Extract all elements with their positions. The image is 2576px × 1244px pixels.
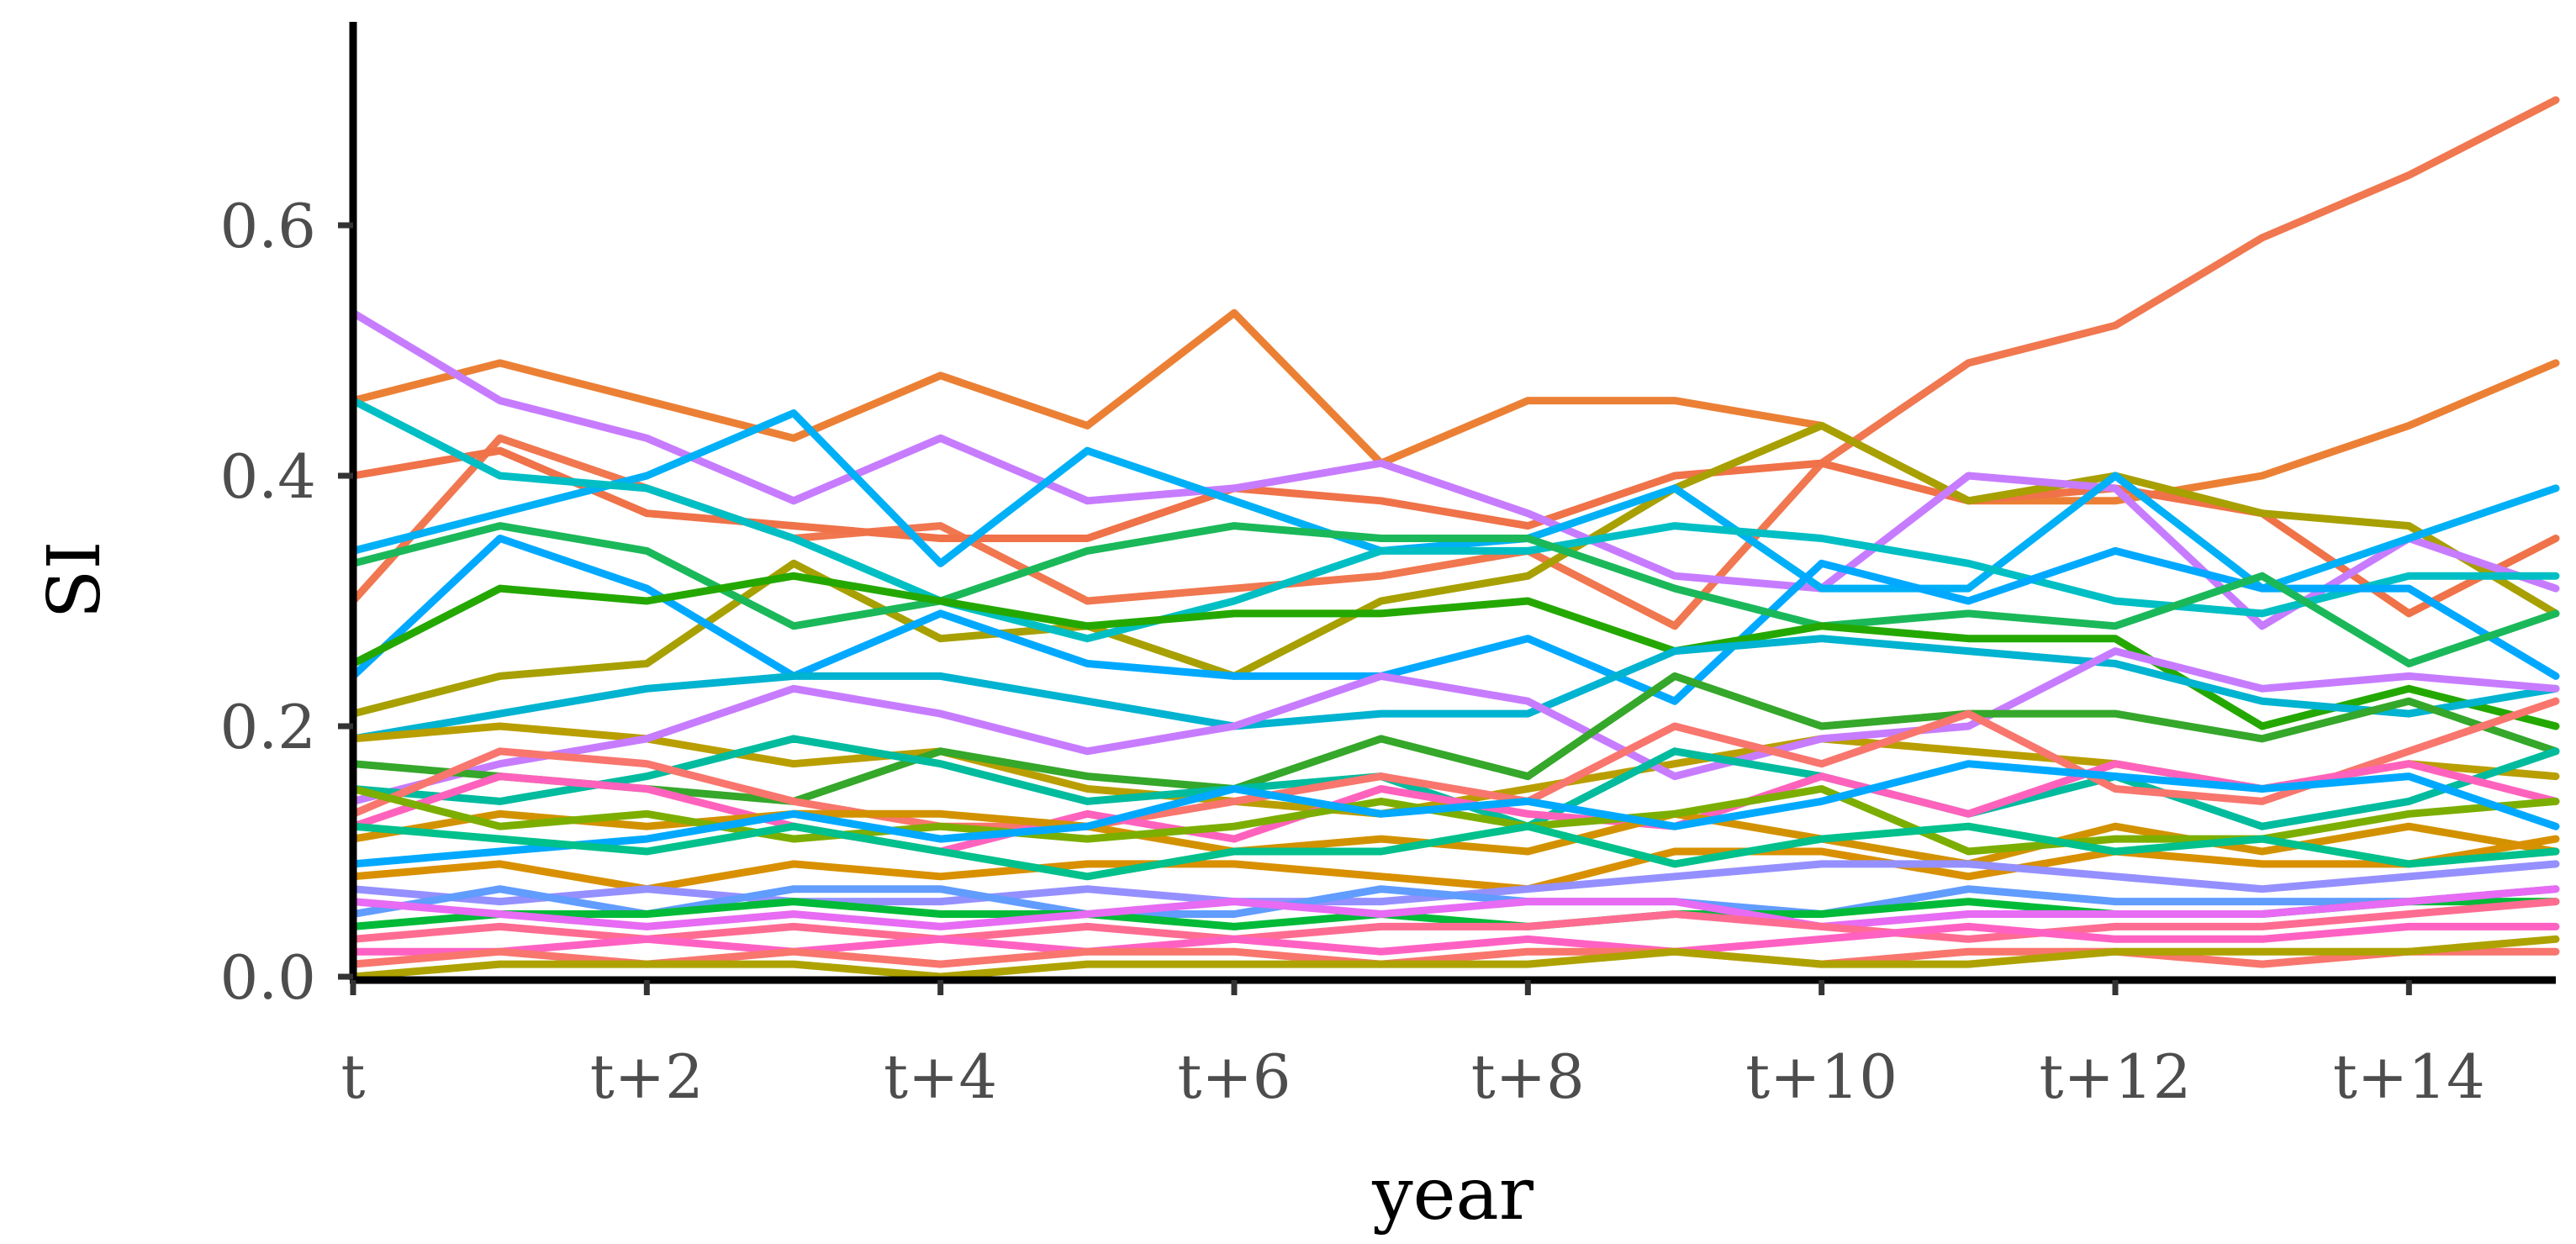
series-line-4 bbox=[349, 421, 2560, 718]
series-line-13 bbox=[349, 647, 2560, 805]
series-line-16 bbox=[349, 697, 2560, 830]
y-tick-label: 0.0 bbox=[219, 942, 316, 1013]
series-line-28 bbox=[349, 922, 2560, 956]
y-tick-label: 0.2 bbox=[219, 692, 316, 762]
series-line-7 bbox=[349, 397, 2560, 643]
series-line-3 bbox=[349, 446, 2560, 618]
series-line-10 bbox=[349, 572, 2560, 730]
series-line-20 bbox=[349, 760, 2560, 868]
x-tick-label: t+4 bbox=[884, 1041, 997, 1112]
series-line-8 bbox=[349, 535, 2560, 705]
series-line-29 bbox=[349, 947, 2560, 968]
series-line-26 bbox=[349, 885, 2560, 930]
series-line-11 bbox=[349, 635, 2560, 743]
series-line-30 bbox=[349, 935, 2560, 981]
y-axis-title: SI bbox=[33, 541, 117, 619]
series-line-6 bbox=[349, 409, 2560, 593]
series-line-27 bbox=[349, 898, 2560, 943]
y-ticks: 0.0 0.2 0.4 0.6 bbox=[219, 191, 353, 1013]
series-line-14 bbox=[349, 672, 2560, 805]
series-line-2 bbox=[349, 308, 2560, 505]
series-line-22 bbox=[349, 822, 2560, 881]
x-tick-label: t+2 bbox=[590, 1041, 704, 1112]
x-tick-label: t+14 bbox=[2333, 1041, 2485, 1112]
x-tick-label: t+12 bbox=[2040, 1041, 2192, 1112]
y-tick-label: 0.4 bbox=[219, 441, 316, 512]
x-tick-label: t bbox=[341, 1041, 366, 1112]
series-line-5 bbox=[349, 308, 2560, 630]
series-line-24 bbox=[349, 885, 2560, 918]
x-tick-label: t+8 bbox=[1471, 1041, 1585, 1112]
series-layer bbox=[349, 96, 2560, 981]
x-ticks: t t+2 t+4 t+6 t+8 t+10 t+12 t+14 bbox=[341, 980, 2485, 1112]
x-axis-title: year bbox=[1371, 1152, 1534, 1236]
x-tick-label: t+10 bbox=[1745, 1041, 1898, 1112]
series-line-21 bbox=[349, 835, 2560, 893]
y-tick-label: 0.6 bbox=[219, 191, 316, 261]
x-tick-label: t+6 bbox=[1177, 1041, 1291, 1112]
series-line-17 bbox=[349, 760, 2560, 856]
